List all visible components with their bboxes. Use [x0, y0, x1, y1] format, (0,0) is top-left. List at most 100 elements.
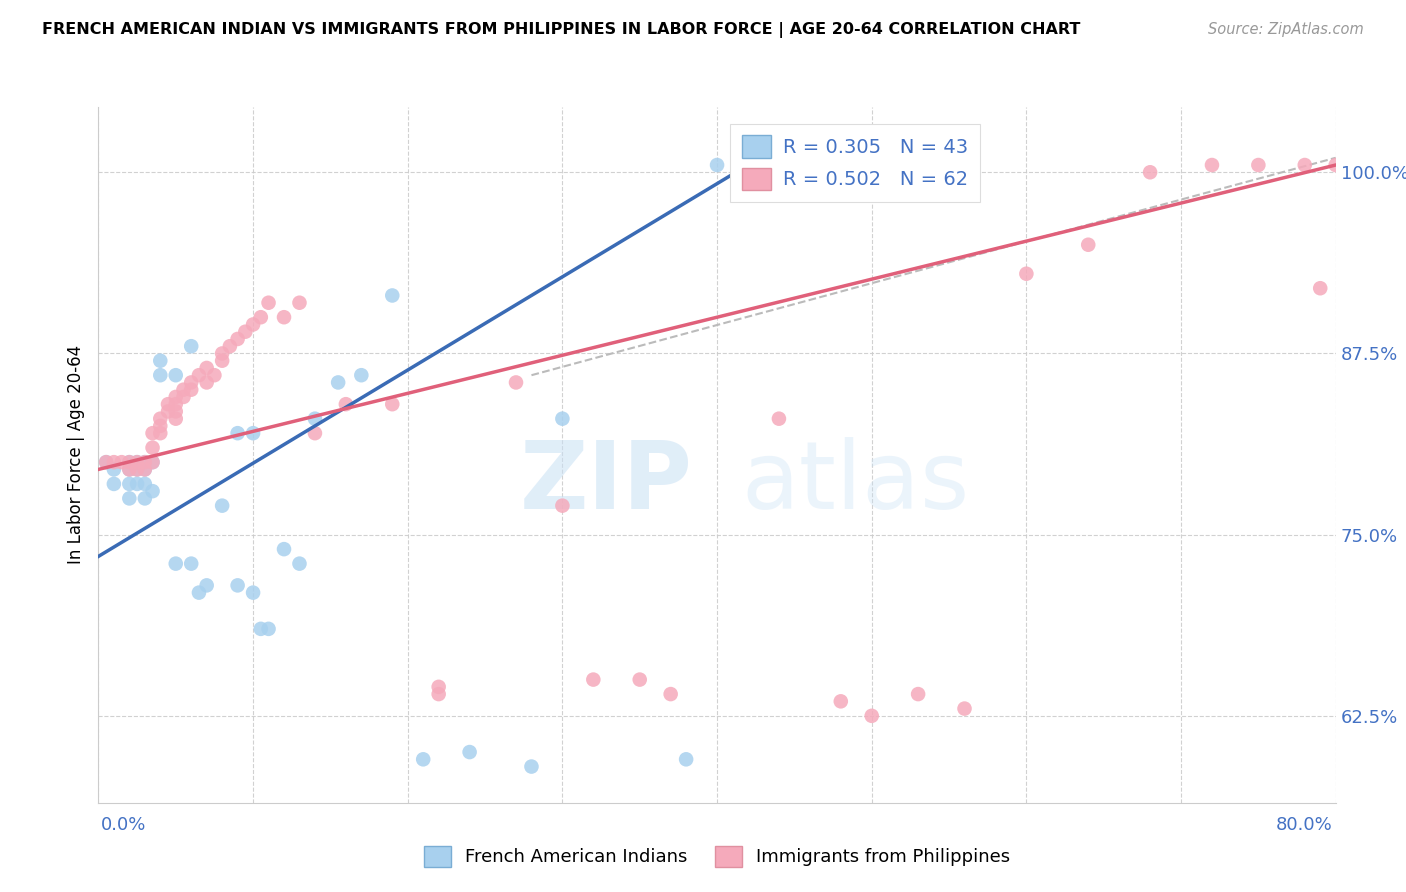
Point — [180, 376, 202, 390]
Point — [195, 578, 218, 592]
Point — [141, 441, 165, 455]
Y-axis label: In Labor Force | Age 20-64: In Labor Force | Age 20-64 — [66, 345, 84, 565]
Point — [250, 310, 273, 325]
Point — [96, 455, 118, 469]
Point — [180, 557, 202, 571]
Point — [134, 455, 156, 469]
Point — [165, 404, 187, 418]
Point — [127, 455, 149, 469]
Point — [381, 288, 404, 302]
Point — [165, 411, 187, 425]
Point — [188, 585, 211, 599]
Point — [1201, 158, 1223, 172]
Point — [226, 426, 249, 441]
Point — [165, 368, 187, 383]
Point — [149, 426, 172, 441]
Point — [659, 687, 682, 701]
Point — [582, 673, 605, 687]
Point — [103, 476, 125, 491]
Point — [157, 404, 180, 418]
Point — [172, 383, 194, 397]
Point — [257, 622, 280, 636]
Point — [250, 622, 273, 636]
Point — [520, 759, 543, 773]
Point — [273, 542, 295, 557]
Point — [1294, 158, 1316, 172]
Point — [134, 455, 156, 469]
Point — [350, 368, 373, 383]
Point — [149, 419, 172, 434]
Point — [288, 557, 311, 571]
Point — [134, 462, 156, 476]
Point — [1015, 267, 1038, 281]
Point — [1077, 237, 1099, 252]
Point — [381, 397, 404, 411]
Point — [211, 353, 233, 368]
Point — [551, 499, 574, 513]
Point — [180, 339, 202, 353]
Point — [427, 680, 450, 694]
Point — [141, 455, 165, 469]
Point — [165, 390, 187, 404]
Point — [628, 673, 651, 687]
Point — [273, 310, 295, 325]
Point — [127, 476, 149, 491]
Point — [1247, 158, 1270, 172]
Point — [412, 752, 434, 766]
Point — [118, 462, 141, 476]
Point — [242, 585, 264, 599]
Point — [118, 455, 141, 469]
Text: atlas: atlas — [742, 437, 970, 529]
Point — [953, 701, 976, 715]
Point — [165, 397, 187, 411]
Point — [505, 376, 527, 390]
Point — [127, 462, 149, 476]
Point — [326, 376, 350, 390]
Point — [188, 368, 211, 383]
Text: 80.0%: 80.0% — [1277, 816, 1333, 834]
Point — [118, 462, 141, 476]
Point — [1139, 165, 1161, 179]
Point — [149, 368, 172, 383]
Point — [118, 491, 141, 506]
Point — [149, 411, 172, 425]
Point — [157, 397, 180, 411]
Text: 0.0%: 0.0% — [101, 816, 146, 834]
Point — [335, 397, 357, 411]
Legend: French American Indians, Immigrants from Philippines: French American Indians, Immigrants from… — [416, 838, 1018, 874]
Point — [134, 476, 156, 491]
Point — [768, 411, 790, 425]
Point — [706, 158, 728, 172]
Point — [127, 462, 149, 476]
Text: ZIP: ZIP — [519, 437, 692, 529]
Point — [204, 368, 226, 383]
Point — [134, 462, 156, 476]
Text: Source: ZipAtlas.com: Source: ZipAtlas.com — [1208, 22, 1364, 37]
Point — [551, 411, 574, 425]
Point — [118, 476, 141, 491]
Point — [226, 332, 249, 346]
Point — [675, 752, 697, 766]
Point — [141, 484, 165, 499]
Point — [211, 346, 233, 360]
Point — [427, 687, 450, 701]
Point — [195, 376, 218, 390]
Point — [860, 708, 883, 723]
Point — [141, 426, 165, 441]
Point — [96, 455, 118, 469]
Point — [242, 318, 264, 332]
Text: FRENCH AMERICAN INDIAN VS IMMIGRANTS FROM PHILIPPINES IN LABOR FORCE | AGE 20-64: FRENCH AMERICAN INDIAN VS IMMIGRANTS FRO… — [42, 22, 1081, 38]
Point — [103, 455, 125, 469]
Point — [127, 455, 149, 469]
Point — [830, 694, 852, 708]
Point — [180, 383, 202, 397]
Point — [257, 295, 280, 310]
Point — [226, 578, 249, 592]
Point — [211, 499, 233, 513]
Point — [242, 426, 264, 441]
Point — [118, 455, 141, 469]
Point — [149, 353, 172, 368]
Point — [304, 411, 326, 425]
Point — [288, 295, 311, 310]
Point — [907, 687, 929, 701]
